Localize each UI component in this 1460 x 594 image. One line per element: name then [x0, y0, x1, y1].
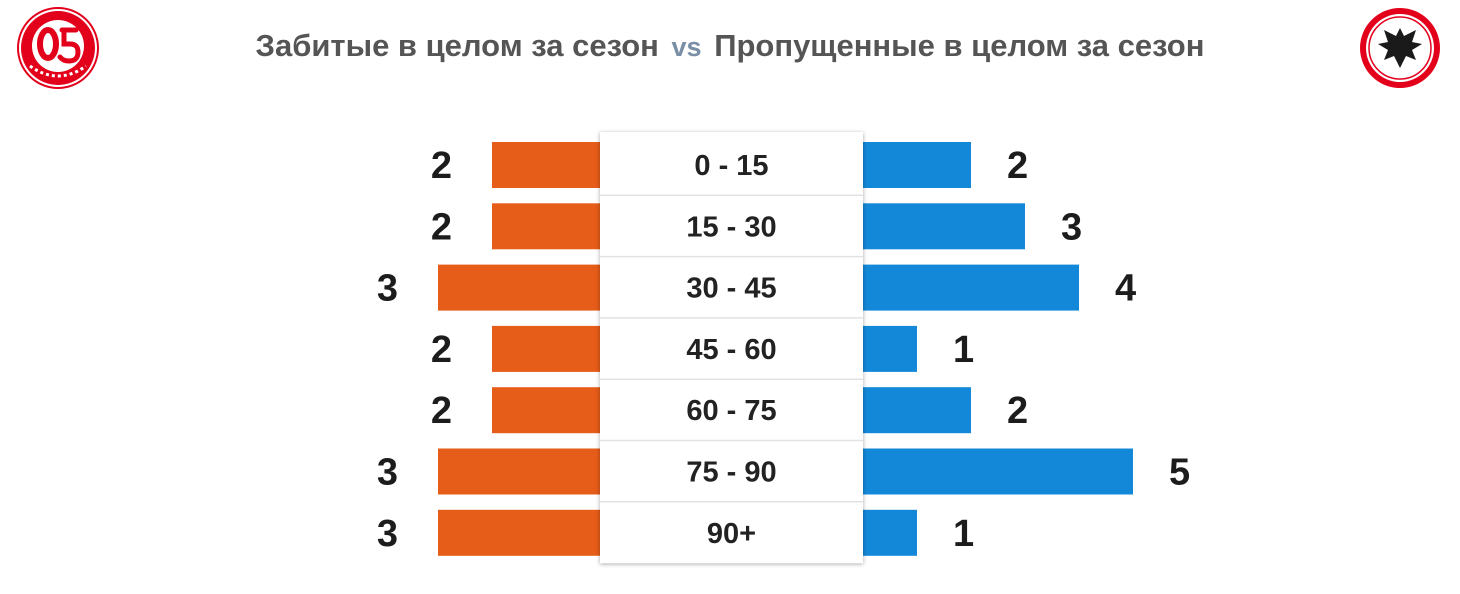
chart-title: Забитые в целом за сезон vs Пропущенные …	[120, 20, 1340, 73]
left-bar	[438, 448, 600, 495]
category-label: 0 - 15	[694, 150, 768, 182]
right-value-label: 1	[953, 329, 974, 371]
left-value-label: 3	[377, 513, 398, 555]
category-panel	[600, 132, 863, 564]
eintracht-frankfurt-eagle-crest-icon	[1358, 6, 1442, 90]
left-bar	[492, 142, 600, 188]
left-value-label: 2	[431, 390, 452, 432]
mainz-05-crest-icon	[16, 6, 100, 90]
right-bar	[863, 264, 1079, 311]
category-label: 75 - 90	[686, 457, 776, 489]
right-bar	[863, 448, 1133, 495]
category-label: 90+	[707, 518, 756, 550]
left-value-label: 3	[377, 452, 398, 494]
title-vs: vs	[671, 32, 702, 62]
left-value-label: 3	[377, 268, 398, 310]
right-bar	[863, 203, 1025, 250]
right-value-label: 2	[1007, 145, 1028, 187]
title-left: Забитые в целом за сезон	[255, 28, 659, 63]
left-bar	[438, 509, 600, 556]
left-bar	[492, 203, 600, 250]
category-label: 60 - 75	[686, 395, 776, 427]
left-value-label: 2	[431, 145, 452, 187]
right-bar	[863, 325, 917, 372]
left-value-label: 2	[431, 206, 452, 248]
category-label: 15 - 30	[686, 211, 776, 243]
category-label: 45 - 60	[686, 334, 776, 366]
right-bar	[863, 509, 917, 556]
right-value-label: 5	[1169, 452, 1190, 494]
title-right: Пропущенные в целом за сезон	[714, 28, 1205, 63]
right-value-label: 2	[1007, 390, 1028, 432]
right-bar	[863, 387, 971, 434]
right-value-label: 4	[1115, 268, 1136, 310]
right-bar	[863, 142, 971, 188]
right-value-label: 3	[1061, 206, 1082, 248]
right-value-label: 1	[953, 513, 974, 555]
left-bar	[492, 325, 600, 372]
left-value-label: 2	[431, 329, 452, 371]
left-bar	[438, 264, 600, 311]
left-bar	[492, 387, 600, 434]
category-label: 30 - 45	[686, 273, 776, 305]
